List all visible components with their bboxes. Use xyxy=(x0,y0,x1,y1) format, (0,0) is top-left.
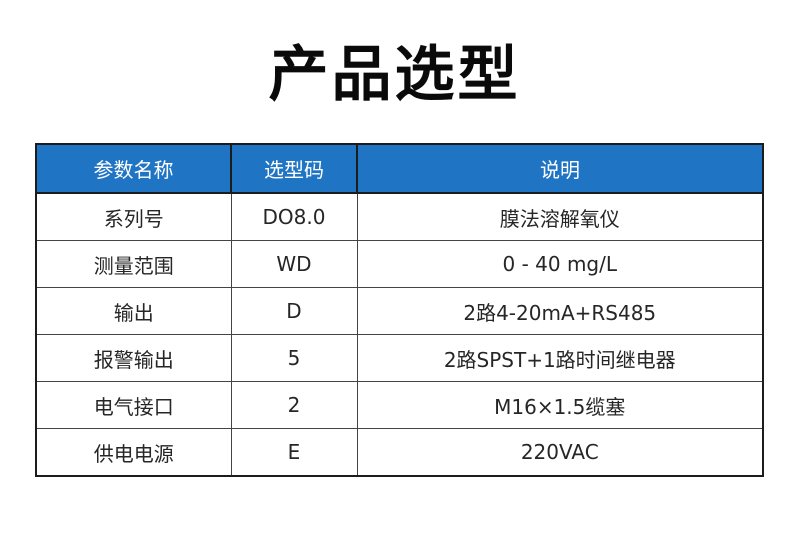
table-row: 测量范围 WD 0 - 40 mg/L xyxy=(35,240,764,288)
cell-code: 2 xyxy=(230,381,358,429)
cell-parameter: 系列号 xyxy=(35,192,232,241)
cell-parameter: 供电电源 xyxy=(35,428,232,477)
cell-code: D xyxy=(230,287,358,335)
table-row: 供电电源 E 220VAC xyxy=(35,428,764,477)
cell-parameter: 测量范围 xyxy=(35,240,232,288)
cell-code: 5 xyxy=(230,334,358,382)
cell-code: E xyxy=(230,428,358,477)
header-cell-parameter: 参数名称 xyxy=(35,143,232,194)
cell-description: 膜法溶解氧仪 xyxy=(356,192,764,241)
table-row: 电气接口 2 M16×1.5缆塞 xyxy=(35,381,764,429)
cell-description: 0 - 40 mg/L xyxy=(356,240,764,288)
cell-parameter: 报警输出 xyxy=(35,334,232,382)
header-cell-code: 选型码 xyxy=(230,143,358,194)
cell-code: DO8.0 xyxy=(230,192,358,241)
product-selection-table-grid: 参数名称 选型码 说明 系列号 DO8.0 膜法溶解氧仪 测量范围 WD 0 -… xyxy=(35,143,764,477)
cell-code: WD xyxy=(230,240,358,288)
table-row: 报警输出 5 2路SPST+1路时间继电器 xyxy=(35,334,764,382)
cell-description: 220VAC xyxy=(356,428,764,477)
header-cell-description: 说明 xyxy=(356,143,764,194)
cell-parameter: 输出 xyxy=(35,287,232,335)
table-header-row: 参数名称 选型码 说明 xyxy=(35,143,764,194)
cell-description: 2路4-20mA+RS485 xyxy=(356,287,764,335)
page-title: 产品选型 xyxy=(268,40,521,110)
table-row: 系列号 DO8.0 膜法溶解氧仪 xyxy=(35,192,764,241)
cell-parameter: 电气接口 xyxy=(35,381,232,429)
cell-description: M16×1.5缆塞 xyxy=(356,381,764,429)
cell-description: 2路SPST+1路时间继电器 xyxy=(356,334,764,382)
product-selection-table: 参数名称 选型码 说明 系列号 DO8.0 膜法溶解氧仪 测量范围 WD 0 -… xyxy=(35,143,764,477)
table-row: 输出 D 2路4-20mA+RS485 xyxy=(35,287,764,335)
